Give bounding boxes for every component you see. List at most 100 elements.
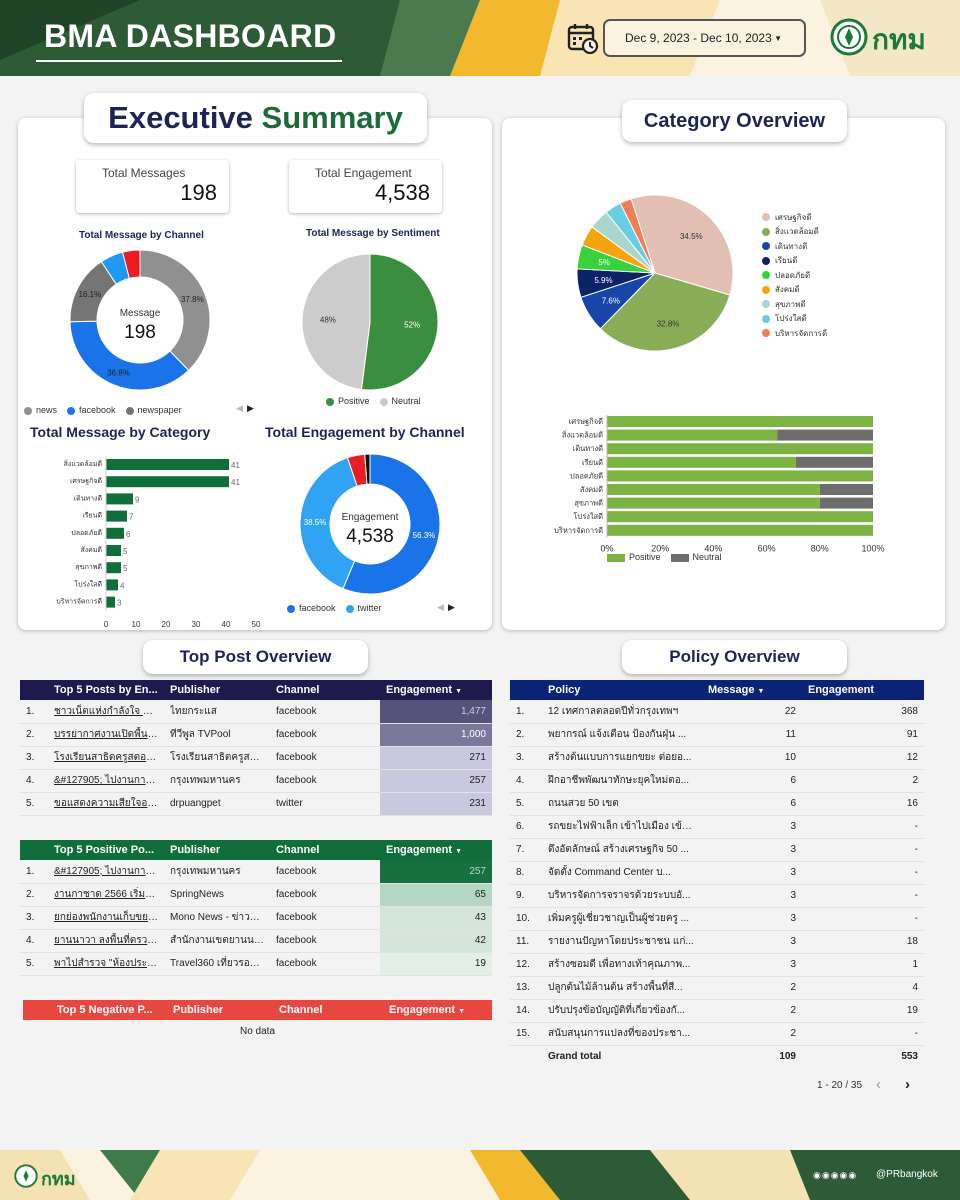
policy-row[interactable]: 7. ดึงอัตลักษณ์ สร้างเศรษฐกิจ 50 ... 3- <box>510 838 924 862</box>
top5-row[interactable]: 2.บรรยากาศงานเปิดพื้นฐูคด...ทีวีพูล TVPo… <box>20 723 492 747</box>
positive-header-publisher[interactable]: Publisher <box>170 844 221 856</box>
policy-row[interactable]: 2. พยากรณ์ แจ้งเตือน ป้องกันฝุ่น ... 11 91 <box>510 723 924 747</box>
page-next-icon[interactable]: › <box>905 1076 910 1093</box>
legend-label: เรียนดี <box>775 256 798 266</box>
policy-row[interactable]: 11. รายงานปัญหาโดยประชาชน แก่... 3 18 <box>510 930 924 954</box>
category-overview-title: Category Overview <box>622 100 847 142</box>
sort-desc-icon: ▼ <box>458 1008 466 1015</box>
top5-header-channel[interactable]: Channel <box>276 684 320 696</box>
category-chart-title: Total Message by Category <box>30 424 211 440</box>
row-index: 7. <box>510 838 542 862</box>
top5-row[interactable]: 3.โรงเรียนสาธิตครูสตอคแวน...โรงเรียนสาธิ… <box>20 746 492 770</box>
policy-row[interactable]: 8. จัดตั้ง Command Center บ... 3- <box>510 861 924 885</box>
policy-name-cell: ปรับปรุงข้อบัญญัติที่เกี่ยวข้องกั... <box>542 999 702 1023</box>
post-link[interactable]: ยานนาวา ลงพื้นที่ตรวจพ... <box>48 929 164 953</box>
positive-row[interactable]: 5.พาไปสำรวจ "ห้องประชุมม่ว...Travel360 เ… <box>20 952 492 976</box>
engagement-cell: 1,000 <box>380 723 492 747</box>
category-value-9: 3 <box>117 599 122 608</box>
slice-5 <box>121 249 141 279</box>
top5-header-publisher[interactable]: Publisher <box>170 684 221 696</box>
date-range-selector[interactable]: Dec 9, 2023 - Dec 10, 2023 ▼ <box>603 19 806 57</box>
post-link[interactable]: พาไปสำรวจ "ห้องประชุมม่ว... <box>48 952 164 976</box>
pagination-label: 1 - 20 / 35 <box>817 1080 863 1091</box>
post-link[interactable]: &#127905; ไปงานกาชา... <box>48 860 164 884</box>
top5-header-index <box>20 680 48 700</box>
row-index: 3. <box>20 746 48 770</box>
post-link[interactable]: ยกย่องพนักงานเก็บขยะ ปร... <box>48 906 164 930</box>
top5-negative-table: Top 5 Negative P... Publisher Channel En… <box>23 1000 492 1042</box>
slice-1 <box>630 194 734 296</box>
stacked-xtick-2: 20% <box>651 543 669 553</box>
policy-message-cell: 3 <box>702 815 802 839</box>
policy-row[interactable]: 10. เพิ่มครูผู้เชี่ยวชาญเป็นผู้ช่วยครู ..… <box>510 907 924 931</box>
category-value-5: 6 <box>126 530 131 539</box>
top5-row[interactable]: 5.ขอแสดงความเสียใจอย่างสุด...drpuangpett… <box>20 792 492 816</box>
legend-next-icon[interactable]: ▶ <box>247 403 254 413</box>
category-legend-item-4: เรียนดี <box>762 254 827 269</box>
policy-header-policy[interactable]: Policy <box>548 684 581 696</box>
policy-row[interactable]: 14. ปรับปรุงข้อบัญญัติที่เกี่ยวข้องกั... 2… <box>510 999 924 1023</box>
slice-label-4: 5.9% <box>594 276 612 285</box>
category-bar-1 <box>106 459 229 470</box>
category-bar-2 <box>106 476 229 488</box>
policy-row[interactable]: 9. บริหารจัดการจราจรด้วยระบบอั... 3- <box>510 884 924 908</box>
stacked-positive-7 <box>607 497 820 509</box>
positive-header-post[interactable]: Top 5 Positive Po... <box>54 844 155 856</box>
policy-row[interactable]: 12. สร้างซอมดี เพื่อทางเท้าคุณภาพ... 3 1 <box>510 953 924 977</box>
positive-row[interactable]: 4. ยานนาวา ลงพื้นที่ตรวจพ... สำนักงานเขตยา… <box>20 929 492 953</box>
legend-prev-icon[interactable]: ◀ <box>236 403 243 413</box>
policy-engagement-cell: - <box>802 1022 924 1046</box>
policy-row[interactable]: 3. สร้างต้นแบบการแยกขยะ ต่อยอ... 10 12 <box>510 746 924 770</box>
negative-header-engagement[interactable]: Engagement ▼ <box>389 1004 466 1016</box>
legend-dot <box>762 242 770 251</box>
policy-header-row: Policy Message ▼ Engagement <box>510 680 924 700</box>
legend-label: ปลอดภัยดี <box>775 270 811 280</box>
post-link[interactable]: ขอแสดงความเสียใจอย่างสุด... <box>48 792 164 816</box>
post-link[interactable]: งานกาชาด 2566 เริ่มแล้ว... <box>48 883 164 907</box>
policy-row[interactable]: 1. 12 เทศกาลตลอดปีทั่วกรุงเทพฯ 22 368 <box>510 700 924 724</box>
sort-desc-icon: ▼ <box>455 848 463 855</box>
total-engagement-value: 4,538 <box>374 180 430 205</box>
engagement-legend-prev-icon[interactable]: ◀ <box>437 602 444 612</box>
stacked-tick-4: เรียนดี <box>582 458 603 467</box>
stacked-tick-9: บริหารจัดการดี <box>554 526 603 535</box>
positive-row[interactable]: 3.ยกย่องพนักงานเก็บขยะ ปร...Mono News - … <box>20 906 492 930</box>
policy-row[interactable]: 6. รถขยะไฟฟ้าเล็ก เข้าไปเมือง เข้าถึ... 3- <box>510 815 924 839</box>
negative-header-channel[interactable]: Channel <box>279 1004 323 1016</box>
category-value-6: 5 <box>123 547 128 556</box>
policy-header-message[interactable]: Message ▼ <box>708 684 765 696</box>
policy-row[interactable]: 5. ถนนสวย 50 เขต 6 16 <box>510 792 924 816</box>
page-prev-icon[interactable]: ‹ <box>876 1076 881 1093</box>
publisher-cell: Mono News - ข่าวโมโน <box>164 906 270 930</box>
top5-header-post[interactable]: Top 5 Posts by En... <box>54 684 158 696</box>
category-bar-5 <box>106 527 124 539</box>
policy-row[interactable]: 13. ปลูกต้นไม้ล้านต้น สร้างพื้นที่สี... 2 4 <box>510 976 924 1000</box>
channel-cell: facebook <box>270 700 380 724</box>
grand-total-engagement: 553 <box>901 1051 918 1063</box>
legend-neutral-stacked: Neutral <box>670 552 722 562</box>
policy-message-cell: 22 <box>702 700 802 724</box>
legend-facebook-eng: facebook <box>287 603 336 613</box>
row-index: 2. <box>20 883 48 907</box>
top5-row[interactable]: 1.ชาวเน็ตแห่งกำลังใจ ชัชชา...ไทยกระแสfac… <box>20 700 492 724</box>
policy-header-engagement[interactable]: Engagement <box>808 684 875 696</box>
policy-message-cell: 6 <box>702 792 802 816</box>
post-link[interactable]: ชาวเน็ตแห่งกำลังใจ ชัชชา... <box>48 700 164 724</box>
top5-row[interactable]: 4.&#127905; ไปงานกาชาด...กรุงเทพมหานครfa… <box>20 769 492 793</box>
positive-header-engagement[interactable]: Engagement ▼ <box>386 844 463 856</box>
positive-row[interactable]: 2.งานกาชาด 2566 เริ่มแล้ว...SpringNewsfa… <box>20 883 492 907</box>
negative-header-post[interactable]: Top 5 Negative P... <box>57 1004 153 1016</box>
engagement-legend-next-icon[interactable]: ▶ <box>448 602 455 612</box>
positive-header-channel[interactable]: Channel <box>276 844 320 856</box>
row-index: 9. <box>510 884 542 908</box>
policy-message-cell: 3 <box>702 953 802 977</box>
post-link[interactable]: บรรยากาศงานเปิดพื้นฐูคด... <box>48 723 164 747</box>
slice-2 <box>599 272 731 352</box>
policy-row[interactable]: 4. ฝึกอาชีพพัฒนาทักษะยุคใหม่ตอ... 6 2 <box>510 769 924 793</box>
policy-row[interactable]: 15. สนับสนุนการแปลงที่ของประชา... 2- <box>510 1022 924 1046</box>
post-link[interactable]: โรงเรียนสาธิตครูสตอคแวน... <box>48 746 164 770</box>
negative-header-publisher[interactable]: Publisher <box>173 1004 224 1016</box>
post-link[interactable]: &#127905; ไปงานกาชาด... <box>48 769 164 793</box>
top5-header-engagement[interactable]: Engagement ▼ <box>386 684 463 696</box>
positive-row[interactable]: 1. &#127905; ไปงานกาชา... กรุงเทพมหานคร fac… <box>20 860 492 884</box>
